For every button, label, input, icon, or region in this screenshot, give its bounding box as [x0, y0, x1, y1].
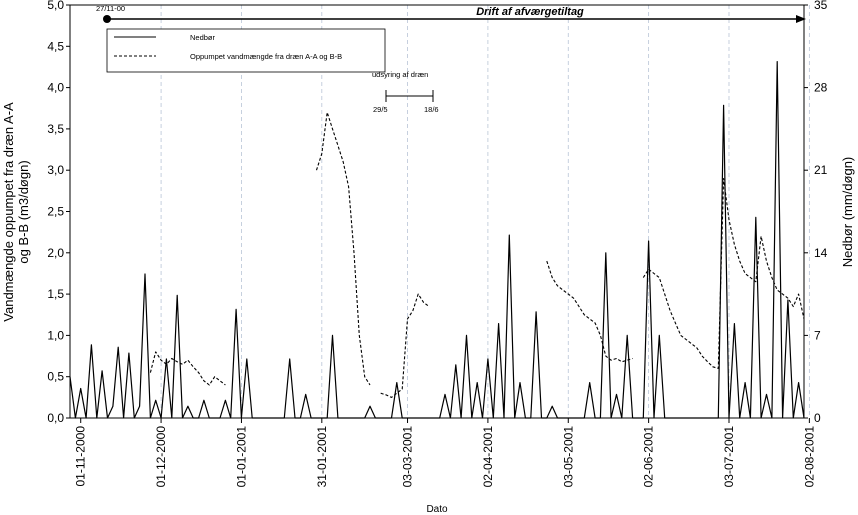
left-y-tick-label: 1,0: [47, 328, 64, 342]
x-tick-label: 03-07-2001: [722, 426, 736, 488]
operation-label: Drift af afværgetiltag: [476, 6, 584, 18]
right-y-tick-label: 35: [814, 0, 828, 12]
series-line-nedbor: [69, 61, 805, 419]
outage-title: udsyring af dræn: [372, 70, 428, 79]
right-y-tick-label: 7: [814, 328, 821, 342]
left-y-tick-label: 0,5: [47, 370, 64, 384]
x-axis-title: Dato: [426, 504, 448, 515]
x-tick-label: 03-03-2001: [401, 426, 415, 488]
left-y-axis: 0,0 0,5 1,0 1,5 2,0 2,5 3,0 3,5 4,0 4,5 5,0: [47, 0, 70, 425]
start-date-label: 27/11-00: [96, 4, 125, 13]
left-axis-title: Vandmængde oppumpet fra dræn A-Aog B-B (…: [1, 102, 31, 322]
outage-annotation: udsyring af dræn 29/5 18/6: [372, 70, 439, 114]
outage-end-label: 18/6: [424, 105, 439, 114]
x-tick-label: 01-11-2000: [74, 426, 88, 487]
x-tick-label: 02-08-2001: [802, 426, 816, 488]
left-y-tick-label: 1,5: [47, 287, 64, 301]
left-y-tick-label: 2,5: [47, 205, 64, 219]
legend-box: [106, 28, 386, 73]
series-line-oppumpet: [315, 111, 371, 386]
series-line-oppumpet: [380, 293, 430, 398]
left-y-tick-label: 3,5: [47, 122, 64, 136]
left-y-tick-label: 5,0: [47, 0, 64, 12]
series-line-oppumpet: [149, 351, 226, 386]
operation-arrow-head: [796, 15, 806, 23]
legend-label-nedbor: Nedbør: [190, 33, 216, 42]
legend: Nedbør Oppumpet vandmængde fra dræn A-A …: [106, 28, 386, 73]
x-tick-label: 02-06-2001: [642, 426, 656, 488]
vertical-gridlines: [160, 5, 810, 418]
left-y-tick-label: 0,0: [47, 411, 64, 425]
x-tick-label: 01-01-2001: [234, 426, 248, 488]
left-y-tick-label: 4,5: [47, 39, 64, 53]
x-tick-label: 31-01-2001: [315, 426, 329, 488]
outage-start-label: 29/5: [373, 105, 388, 114]
right-y-tick-label: 14: [814, 246, 828, 260]
x-axis: 01-11-2000 01-12-2000 01-01-2001 31-01-2001…: [74, 418, 816, 488]
series-line-oppumpet: [642, 177, 805, 369]
right-y-tick-label: 21: [814, 163, 828, 177]
right-y-axis: 0 7 14 21 28 35: [804, 0, 828, 425]
series-line-oppumpet: [546, 260, 633, 363]
right-axis-title: Nedbør (mm/døgn): [840, 157, 855, 268]
left-y-tick-label: 4,0: [47, 81, 64, 95]
data-series: [69, 61, 805, 419]
x-tick-label: 01-12-2000: [154, 426, 168, 488]
x-tick-label: 03-05-2001: [561, 426, 575, 488]
left-y-tick-label: 3,0: [47, 163, 64, 177]
right-y-tick-label: 28: [814, 81, 828, 95]
left-y-tick-label: 2,0: [47, 246, 64, 260]
legend-label-oppumpet: Oppumpet vandmængde fra dræn A-A og B-B: [190, 52, 342, 61]
operation-annotation: 27/11-00 Drift af afværgetiltag: [96, 4, 806, 23]
x-tick-label: 02-04-2001: [481, 426, 495, 488]
right-y-tick-label: 0: [814, 411, 821, 425]
